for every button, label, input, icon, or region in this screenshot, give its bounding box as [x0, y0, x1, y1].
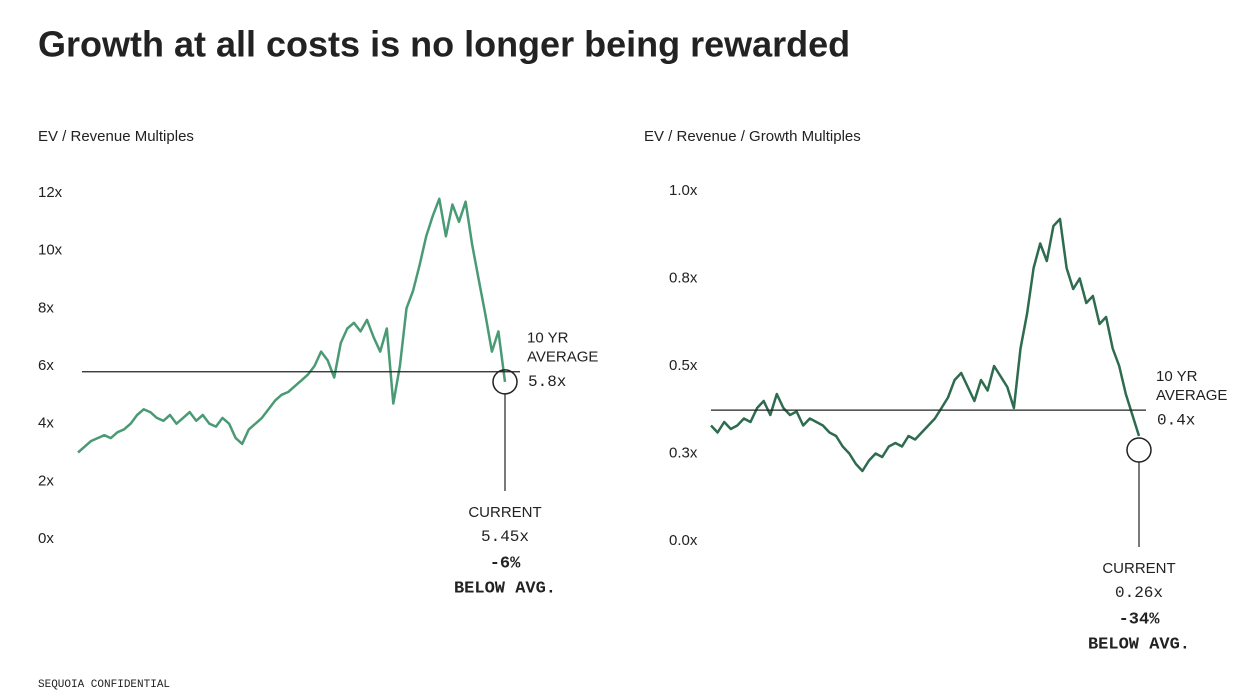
- y-tick-label: 12x: [38, 184, 63, 201]
- average-label: 0.4x: [1157, 411, 1195, 429]
- y-tick-label: 0.8x: [669, 269, 698, 286]
- current-title: CURRENT: [468, 504, 541, 521]
- current-marker: [1126, 437, 1152, 463]
- y-tick-label: 4x: [38, 415, 54, 432]
- footer: SEQUOIA CONFIDENTIAL: [38, 679, 170, 691]
- current-label: 0.26x: [1115, 584, 1163, 602]
- y-tick-label: 10x: [38, 242, 63, 259]
- average-title: 10 YR: [1156, 368, 1198, 385]
- average-title: 10 YR: [527, 330, 569, 347]
- y-tick-label: 1.0x: [669, 182, 698, 199]
- y-tick-label: 0.0x: [669, 532, 698, 549]
- chart-title: EV / Revenue / Growth Multiples: [644, 128, 861, 145]
- average-title: AVERAGE: [1156, 387, 1227, 404]
- y-tick-label: 2x: [38, 472, 54, 489]
- current-title: CURRENT: [1102, 560, 1175, 577]
- average-title: AVERAGE: [527, 349, 598, 366]
- slide-title: Growth at all costs is no longer being r…: [38, 24, 850, 65]
- y-tick-label: 0.3x: [669, 444, 698, 461]
- change: -34%: [1119, 610, 1161, 629]
- current-label: 5.45x: [481, 528, 529, 546]
- change: -6%: [490, 554, 521, 573]
- y-tick-label: 8x: [38, 299, 54, 316]
- change-note: BELOW AVG.: [1088, 635, 1190, 654]
- line: [710, 217, 1141, 473]
- y-tick-label: 0.5x: [669, 357, 698, 374]
- y-tick-label: 0x: [38, 530, 54, 547]
- line: [77, 197, 507, 454]
- change-note: BELOW AVG.: [454, 579, 556, 598]
- y-tick-label: 6x: [38, 357, 54, 374]
- chart-title: EV / Revenue Multiples: [38, 128, 194, 145]
- average-label: 5.8x: [528, 373, 566, 391]
